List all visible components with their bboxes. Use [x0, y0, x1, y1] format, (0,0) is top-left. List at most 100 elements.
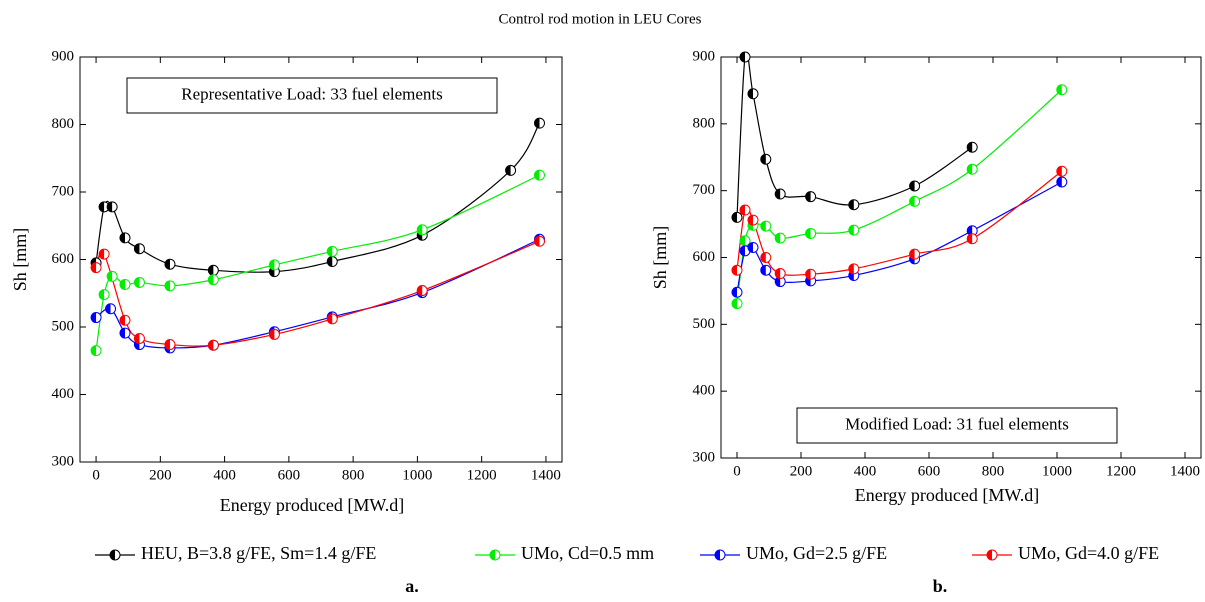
marker: [731, 264, 743, 276]
series-line: [95, 240, 540, 347]
marker: [760, 153, 772, 165]
panel-label: a.: [405, 576, 419, 596]
x-tick-label: 1400: [531, 467, 561, 483]
marker: [90, 345, 102, 357]
marker: [207, 339, 219, 351]
marker: [848, 263, 860, 275]
marker: [98, 248, 110, 260]
marker: [119, 232, 131, 244]
marker: [774, 232, 786, 244]
marker: [747, 241, 759, 253]
marker: [739, 51, 751, 63]
marker: [805, 268, 817, 280]
marker: [133, 243, 145, 255]
marker: [774, 276, 786, 288]
annotation-box: [796, 407, 1118, 444]
marker: [164, 339, 176, 351]
marker: [1056, 165, 1068, 177]
marker: [1056, 84, 1068, 96]
x-tick-label: 600: [278, 467, 301, 483]
marker: [747, 214, 759, 226]
x-tick-label: 200: [790, 463, 813, 479]
x-tick-label: 1200: [1106, 463, 1136, 479]
marker: [98, 289, 110, 301]
plot-frame: [79, 56, 563, 463]
marker: [268, 259, 280, 271]
x-axis-label: Energy produced [MW.d]: [855, 485, 1039, 505]
marker: [731, 286, 743, 298]
legend-item: UMo, Gd=4.0 g/FE: [972, 543, 1159, 563]
marker: [848, 199, 860, 211]
y-tick-label: 600: [693, 249, 716, 265]
marker: [489, 549, 501, 561]
annotation: Representative Load: 33 fuel elements: [181, 84, 443, 103]
legend-label: HEU, B=3.8 g/FE, Sm=1.4 g/FE: [141, 543, 376, 563]
x-tick-label: 400: [854, 463, 877, 479]
marker: [326, 313, 338, 325]
marker: [268, 328, 280, 340]
marker: [119, 327, 131, 339]
series-line: [95, 122, 541, 273]
x-tick-label: 1000: [402, 467, 432, 483]
marker: [119, 278, 131, 290]
series-line: [736, 170, 1063, 276]
marker: [909, 248, 921, 260]
marker: [207, 264, 219, 276]
legend-label: UMo, Gd=4.0 g/FE: [1018, 543, 1159, 563]
y-tick-label: 400: [52, 386, 75, 402]
y-axis-label: Sh [mm]: [10, 228, 30, 292]
marker: [966, 233, 978, 245]
marker: [207, 274, 219, 286]
marker: [90, 312, 102, 324]
marker: [760, 252, 772, 263]
marker: [106, 201, 118, 213]
marker: [119, 314, 131, 326]
marker: [133, 332, 145, 344]
plot-area: [95, 122, 541, 351]
marker: [109, 549, 121, 561]
marker: [133, 276, 145, 288]
legend-item: UMo, Cd=0.5 mm: [475, 543, 654, 563]
x-tick-label: 1400: [1170, 463, 1200, 479]
y-tick-label: 300: [693, 449, 716, 465]
marker: [805, 227, 817, 239]
marker: [739, 235, 751, 247]
y-tick-label: 500: [693, 316, 716, 332]
marker: [505, 164, 517, 176]
x-tick-label: 800: [342, 467, 365, 483]
marker: [760, 264, 772, 276]
marker: [760, 220, 772, 232]
y-tick-label: 700: [52, 183, 75, 199]
marker: [105, 303, 117, 315]
marker: [326, 256, 338, 268]
y-tick-label: 400: [693, 383, 716, 399]
marker: [164, 280, 176, 292]
marker: [986, 549, 998, 561]
marker: [326, 245, 338, 257]
legend-item: HEU, B=3.8 g/FE, Sm=1.4 g/FE: [95, 543, 376, 563]
legend-label: UMo, Gd=2.5 g/FE: [746, 543, 887, 563]
y-axis-label: Sh [mm]: [650, 226, 670, 290]
plot-area: [736, 57, 1063, 304]
annotation: Modified Load: 31 fuel elements: [845, 414, 1069, 433]
marker: [416, 224, 428, 236]
legend-label: UMo, Cd=0.5 mm: [521, 543, 654, 563]
x-axis-label: Energy produced [MW.d]: [220, 495, 404, 515]
marker: [534, 117, 546, 129]
x-tick-label: 200: [149, 467, 172, 483]
y-tick-label: 900: [52, 48, 75, 64]
marker: [848, 224, 860, 236]
legend-item: UMo, Gd=2.5 g/FE: [700, 543, 887, 563]
marker: [774, 188, 786, 200]
x-tick-label: 0: [92, 467, 100, 483]
marker: [966, 141, 978, 153]
x-tick-label: 1200: [467, 467, 497, 483]
marker: [714, 549, 726, 561]
marker: [164, 258, 176, 270]
marker: [416, 285, 428, 297]
y-tick-label: 300: [52, 453, 75, 469]
figure-title: Control rod motion in LEU Cores: [499, 11, 702, 27]
x-tick-label: 800: [982, 463, 1005, 479]
marker: [534, 169, 546, 181]
marker: [966, 163, 978, 175]
